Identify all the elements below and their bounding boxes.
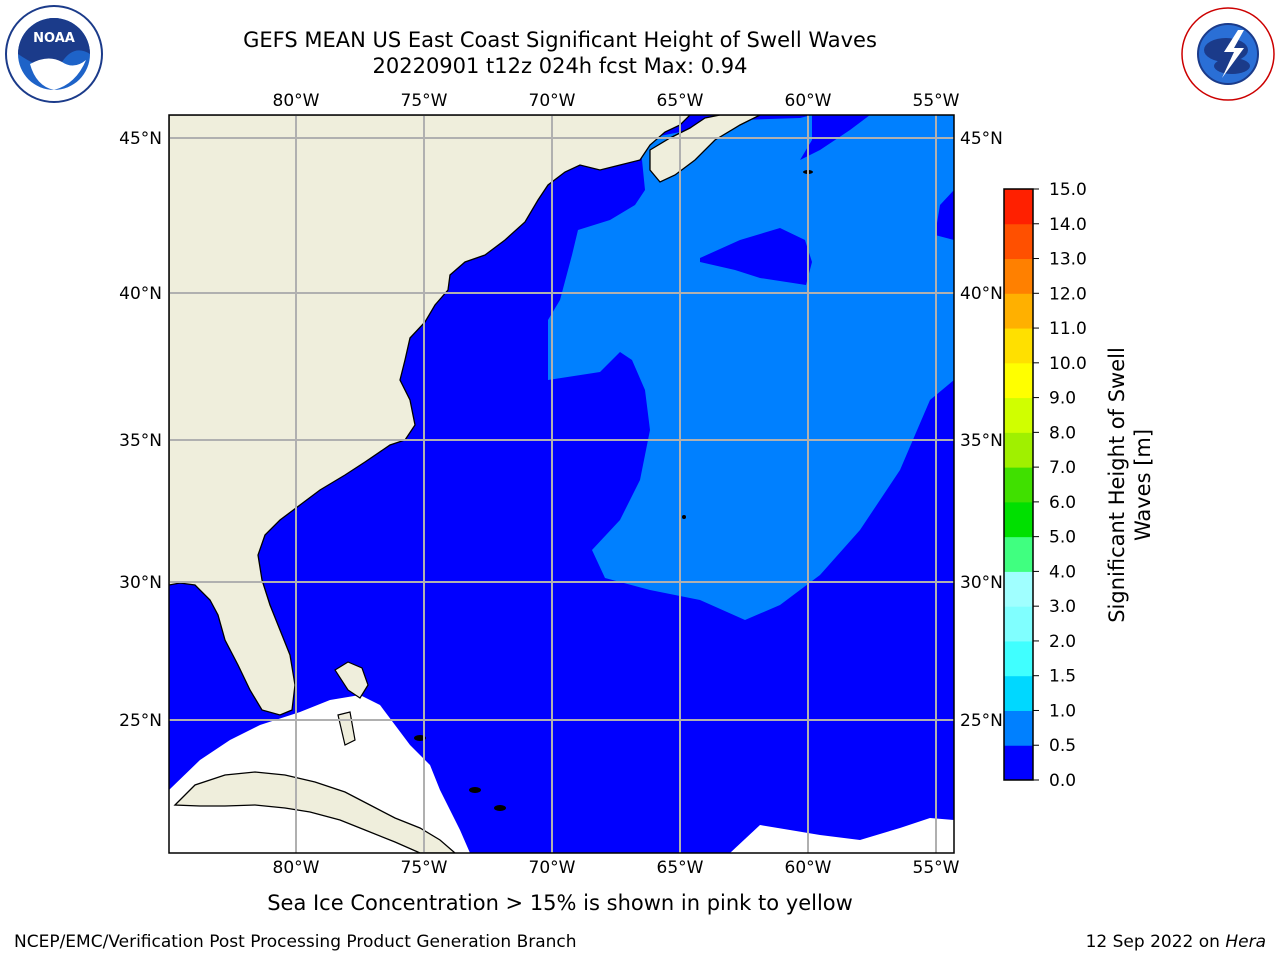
chart-subtitle: 20220901 t12z 024h fcst Max: 0.94 [372, 54, 748, 78]
colorbar-frame [1003, 188, 1034, 781]
colorbar-label-line2: Waves [m] [1131, 429, 1155, 541]
island-caribbean-2 [469, 787, 481, 793]
noaa-logo-icon: NOAA [5, 5, 103, 103]
chart-title: GEFS MEAN US East Coast Significant Heig… [243, 28, 877, 52]
colorbar-tick-label: 9.0 [1049, 389, 1076, 409]
colorbar-swatch [1004, 571, 1033, 607]
colorbar-tick-label: 6.0 [1049, 493, 1076, 513]
lon-tick-bottom: 60°W [785, 858, 832, 878]
lon-tick-top: 70°W [529, 91, 576, 111]
colorbar-label-line1: Significant Height of Swell [1105, 347, 1129, 623]
colorbar-tick-label: 12.0 [1049, 284, 1087, 304]
colorbar-tick-label: 1.0 [1049, 701, 1076, 721]
colorbar-swatch [1004, 223, 1033, 260]
colorbar [1003, 188, 1039, 781]
lon-tick-top: 55°W [913, 91, 960, 111]
colorbar-tick-label: 2.0 [1049, 632, 1076, 652]
colorbar-tick-label: 15.0 [1049, 180, 1087, 200]
footer-date-text: 12 Sep 2022 on [1085, 932, 1226, 952]
land-bahamas [334, 661, 369, 699]
lon-tick-top: 80°W [273, 91, 320, 111]
no-data-region [169, 695, 470, 853]
no-data-region-east [730, 818, 954, 853]
footer-host: Hera [1225, 932, 1266, 952]
gridlines [169, 115, 954, 853]
lon-tick-top: 75°W [401, 91, 448, 111]
island-caribbean-3 [494, 805, 506, 811]
lon-tick-bottom: 55°W [913, 858, 960, 878]
colorbar-tick-label: 11.0 [1049, 319, 1087, 339]
lon-tick-bottom: 65°W [657, 858, 704, 878]
colorbar-swatch [1004, 189, 1033, 225]
colorbar-tick-label: 0.5 [1049, 736, 1076, 756]
island-bermuda [682, 515, 686, 519]
colorbar-swatch [1004, 536, 1033, 572]
colorbar-swatch [1004, 432, 1033, 468]
lon-tick-bottom: 75°W [401, 858, 448, 878]
lat-tick-right: 45°N [960, 129, 1003, 149]
footer-date: 12 Sep 2022 on Hera [1086, 932, 1266, 952]
land-nova-scotia [649, 115, 761, 183]
noaa-logo-text: NOAA [33, 31, 75, 46]
colorbar-tick-label: 3.0 [1049, 597, 1076, 617]
lat-tick-right: 40°N [960, 284, 1003, 304]
lon-tick-bottom: 80°W [273, 858, 320, 878]
colorbar-swatch [1004, 640, 1033, 677]
lat-tick-left: 25°N [119, 711, 162, 731]
colorbar-tick-label: 7.0 [1049, 458, 1076, 478]
colorbar-swatch [1004, 675, 1033, 711]
colorbar-swatch [1004, 397, 1033, 433]
low-swell-pocket [700, 228, 812, 285]
mid-swell-region [548, 115, 954, 620]
colorbar-tick-label: 10.0 [1049, 354, 1087, 374]
lon-ticks-bottom: 80°W 75°W 70°W 65°W 60°W 55°W [273, 858, 960, 878]
colorbar-tick-labels: 0.0 0.5 1.0 1.5 2.0 3.0 4.0 5.0 6.0 7.0 8.0 9.0 10.0… [1049, 180, 1087, 791]
lon-tick-top: 65°W [657, 91, 704, 111]
colorbar-swatch [1004, 328, 1033, 364]
lat-tick-right: 25°N [960, 711, 1003, 731]
lat-ticks-left: 45°N 40°N 35°N 30°N 25°N [119, 129, 162, 731]
colorbar-swatch [1004, 745, 1033, 781]
colorbar-swatch [1004, 467, 1033, 503]
lat-tick-left: 40°N [119, 284, 162, 304]
lon-tick-top: 60°W [785, 91, 832, 111]
colorbar-tick-label: 1.5 [1049, 667, 1076, 687]
colorbar-swatch [1004, 501, 1033, 538]
lat-tick-right: 35°N [960, 431, 1003, 451]
footer-producer: NCEP/EMC/Verification Post Processing Pr… [14, 932, 577, 952]
map-area [169, 115, 954, 853]
map-frame [168, 114, 955, 854]
colorbar-swatch [1004, 258, 1033, 294]
colorbar-tick-label: 4.0 [1049, 562, 1076, 582]
lon-ticks-top: 80°W 75°W 70°W 65°W 60°W 55°W [273, 91, 960, 111]
lat-tick-left: 35°N [119, 431, 162, 451]
lat-tick-right: 30°N [960, 573, 1003, 593]
lon-tick-bottom: 70°W [529, 858, 576, 878]
colorbar-tick-label: 5.0 [1049, 528, 1076, 548]
colorbar-swatch [1004, 710, 1033, 746]
colorbar-tick-label: 14.0 [1049, 215, 1087, 235]
low-swell-east-edge [935, 190, 954, 240]
colorbar-swatch [1004, 606, 1033, 642]
nws-logo-icon [1181, 7, 1275, 101]
colorbar-swatch [1004, 362, 1033, 399]
lat-tick-left: 30°N [119, 573, 162, 593]
land-cuba [173, 771, 456, 853]
colorbar-tick-label: 8.0 [1049, 423, 1076, 443]
sea-ice-caption: Sea Ice Concentration > 15% is shown in … [267, 891, 853, 915]
lat-tick-left: 45°N [119, 129, 162, 149]
colorbar-swatch [1004, 293, 1033, 329]
lat-ticks-right: 45°N 40°N 35°N 30°N 25°N [960, 129, 1003, 731]
colorbar-tick-label: 0.0 [1049, 771, 1076, 791]
colorbar-tick-label: 13.0 [1049, 250, 1087, 270]
